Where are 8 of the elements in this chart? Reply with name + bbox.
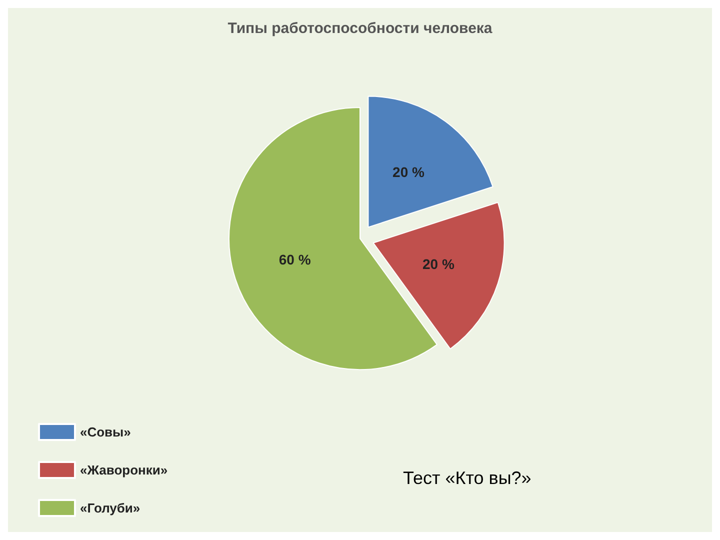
data-label: 20 % (392, 164, 425, 180)
legend-label: «Голуби» (80, 500, 140, 516)
text: Тест «Кто вы?» (403, 468, 532, 488)
legend-label: «Совы» (80, 424, 131, 440)
data-label: 60 % (278, 252, 312, 268)
chart-title: Типы работоспособности человека (228, 20, 493, 37)
legend-label: «Жаворонки» (80, 462, 168, 478)
data-label: 20 % (422, 256, 455, 272)
